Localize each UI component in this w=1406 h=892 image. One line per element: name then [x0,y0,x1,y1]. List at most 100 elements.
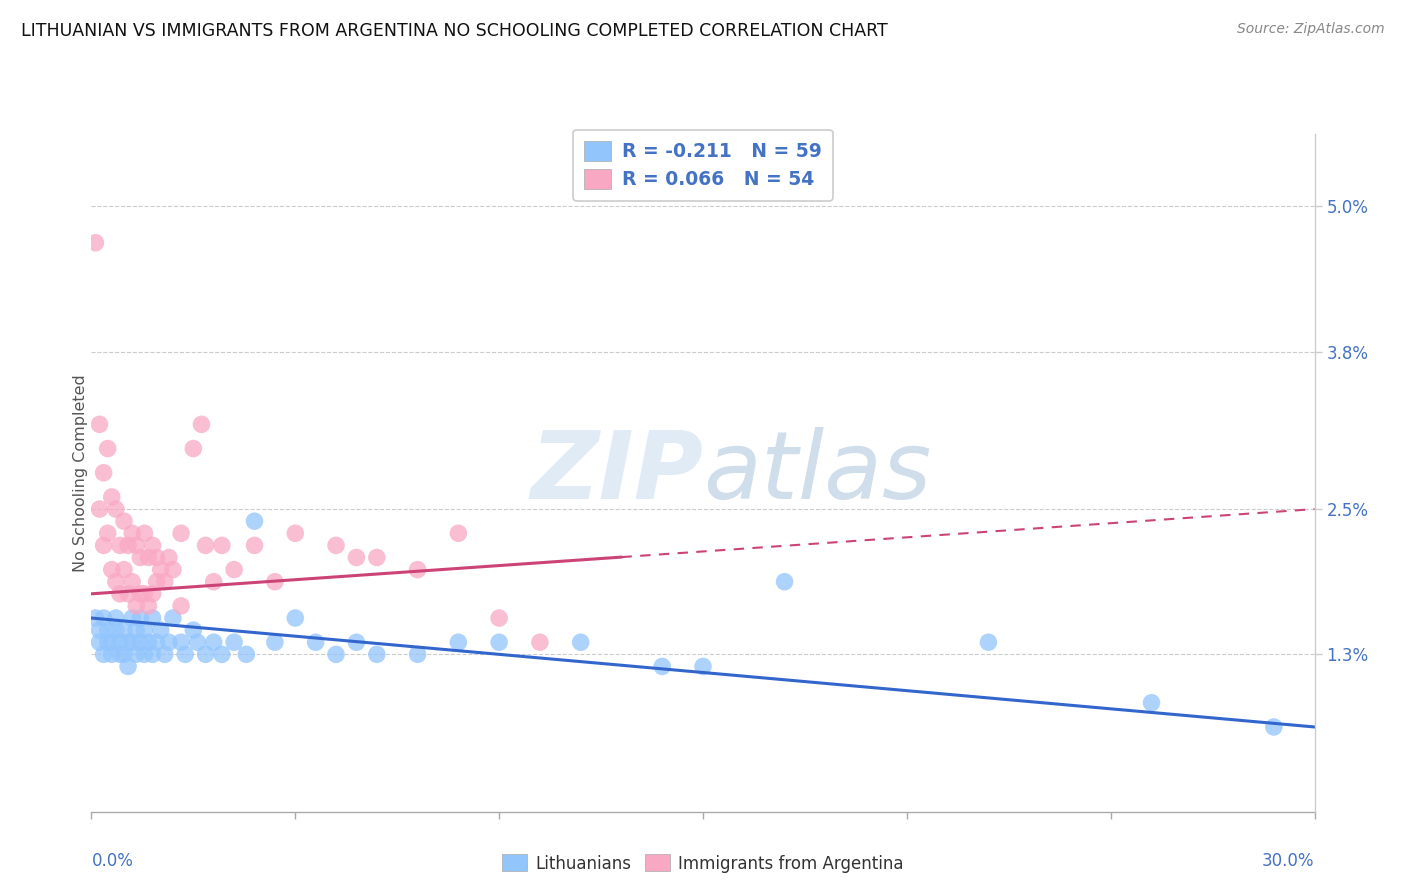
Point [222,563,246,577]
Point [264,635,287,649]
Point [129,587,152,601]
Point [101,490,124,504]
Point [162,611,184,625]
Text: 0.0%: 0.0% [91,853,134,871]
Point [194,648,217,662]
Point [141,611,163,625]
Y-axis label: No Schooling Completed: No Schooling Completed [73,374,87,572]
Text: LITHUANIAN VS IMMIGRANTS FROM ARGENTINA NO SCHOOLING COMPLETED CORRELATION CHART: LITHUANIAN VS IMMIGRANTS FROM ARGENTINA … [21,22,887,40]
Point [170,599,193,613]
Point [121,526,143,541]
Point [121,574,143,589]
Point [651,659,673,673]
Point [138,599,160,613]
Point [117,538,139,552]
Point [170,635,193,649]
Point [406,648,429,662]
Point [129,550,152,565]
Point [183,442,205,456]
Point [125,538,148,552]
Point [174,648,197,662]
Point [117,587,139,601]
Point [222,635,246,649]
Point [1140,696,1163,710]
Point [93,648,115,662]
Point [89,623,111,637]
Point [134,648,156,662]
Point [112,648,135,662]
Point [104,623,127,637]
Point [170,526,193,541]
Point [93,611,115,625]
Legend: Lithuanians, Immigrants from Argentina: Lithuanians, Immigrants from Argentina [495,847,911,880]
Point [117,635,139,649]
Point [84,611,107,625]
Point [108,648,131,662]
Point [153,648,176,662]
Point [138,635,160,649]
Point [97,442,120,456]
Point [346,550,368,565]
Point [284,611,307,625]
Point [325,648,347,662]
Point [366,648,388,662]
Point [977,635,1000,649]
Point [325,538,347,552]
Point [157,635,180,649]
Point [243,538,266,552]
Point [121,611,143,625]
Point [145,550,167,565]
Point [153,574,176,589]
Point [692,659,714,673]
Point [569,635,592,649]
Point [304,635,326,649]
Point [101,648,124,662]
Point [145,574,167,589]
Point [104,502,127,516]
Point [284,526,307,541]
Point [447,635,470,649]
Legend: R = -0.211   N = 59, R = 0.066   N = 54: R = -0.211 N = 59, R = 0.066 N = 54 [574,129,832,201]
Point [84,235,107,250]
Point [406,563,429,577]
Text: Source: ZipAtlas.com: Source: ZipAtlas.com [1237,22,1385,37]
Point [141,538,163,552]
Point [157,550,180,565]
Point [346,635,368,649]
Point [93,538,115,552]
Point [108,587,131,601]
Point [101,563,124,577]
Point [141,648,163,662]
Point [112,563,135,577]
Point [529,635,551,649]
Point [89,417,111,432]
Point [97,623,120,637]
Point [366,550,388,565]
Point [447,526,470,541]
Point [141,587,163,601]
Point [211,648,233,662]
Point [194,538,217,552]
Point [97,526,120,541]
Text: 30.0%: 30.0% [1263,853,1315,871]
Point [108,635,131,649]
Point [101,635,124,649]
Point [138,550,160,565]
Point [129,635,152,649]
Point [125,599,148,613]
Point [134,623,156,637]
Point [104,611,127,625]
Point [1263,720,1285,734]
Point [149,623,172,637]
Point [93,466,115,480]
Point [202,635,225,649]
Point [183,623,205,637]
Point [235,648,257,662]
Point [202,574,225,589]
Point [97,635,120,649]
Text: ZIP: ZIP [530,426,703,519]
Point [243,514,266,528]
Point [89,502,111,516]
Point [134,587,156,601]
Point [149,563,172,577]
